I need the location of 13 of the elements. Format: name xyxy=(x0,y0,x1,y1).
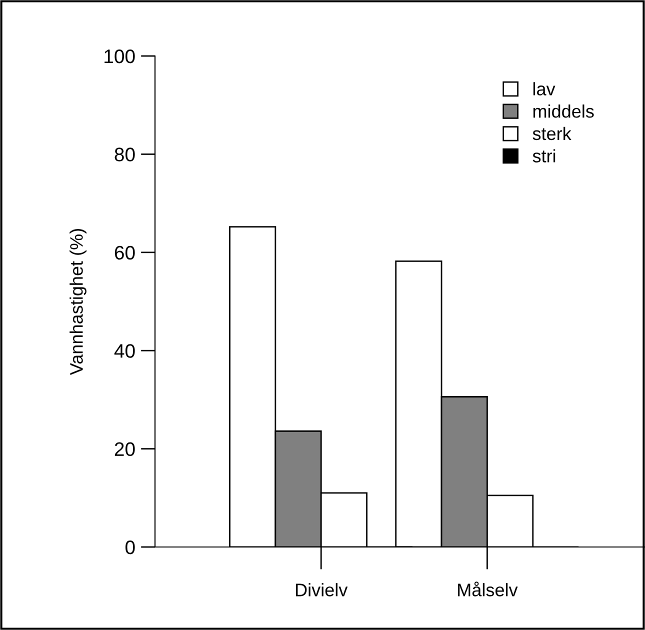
y-tick-label: 40 xyxy=(114,344,135,358)
y-axis-title: Vannhastighet (%) xyxy=(70,229,86,376)
y-tick-label: 60 xyxy=(114,246,135,260)
legend-label: lav xyxy=(533,82,556,96)
y-tick-label: 80 xyxy=(114,148,135,162)
y-tick-label: 0 xyxy=(126,540,135,554)
y-tick-label: 20 xyxy=(114,442,135,456)
y-tick-label: 100 xyxy=(104,49,135,64)
x-tick-label: Divielv xyxy=(296,583,348,596)
legend-label: middels xyxy=(533,104,594,118)
x-tick-label: Målselv xyxy=(458,582,518,596)
legend-label: sterk xyxy=(532,126,572,140)
legend-label: stri xyxy=(532,149,556,162)
